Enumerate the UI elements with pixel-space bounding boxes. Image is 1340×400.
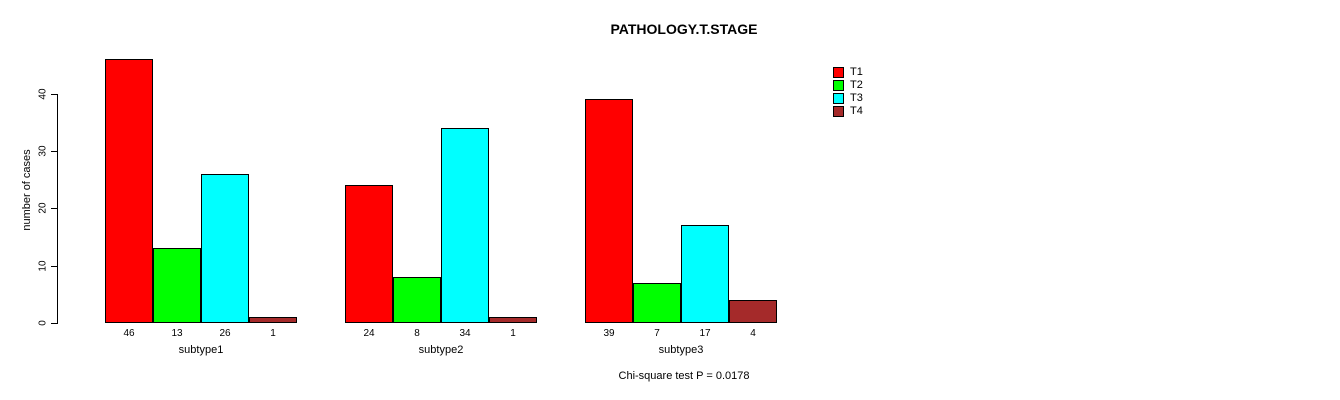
bar-value-label: 46 — [123, 328, 135, 339]
chi-square-annotation: Chi-square test P = 0.0178 — [618, 370, 750, 382]
category-label-subtype3: subtype3 — [658, 344, 704, 356]
legend-item-T4: T4 — [833, 105, 863, 118]
bar-value-label: 1 — [510, 328, 516, 339]
bar-T1-subtype2 — [345, 185, 393, 323]
legend-swatch-icon — [833, 93, 844, 104]
y-tick — [51, 323, 57, 324]
bar-value-label: 34 — [459, 328, 471, 339]
legend-item-T1: T1 — [833, 66, 863, 79]
y-axis-line — [57, 93, 58, 324]
bar-T3-subtype2 — [441, 128, 489, 323]
legend: T1 T2 T3 T4 — [833, 66, 863, 118]
legend-swatch-icon — [833, 67, 844, 78]
y-tick-label: 30 — [37, 145, 49, 157]
legend-item-T2: T2 — [833, 79, 863, 92]
bar-T4-subtype1 — [249, 317, 297, 323]
legend-swatch-icon — [833, 106, 844, 117]
bar-value-label: 4 — [750, 328, 756, 339]
bar-T4-subtype3 — [729, 300, 777, 323]
bar-T1-subtype1 — [105, 59, 153, 323]
legend-label: T4 — [850, 105, 863, 117]
bar-value-label: 39 — [603, 328, 615, 339]
bar-value-label: 17 — [699, 328, 711, 339]
bar-T3-subtype3 — [681, 225, 729, 323]
legend-label: T2 — [850, 79, 863, 91]
y-tick — [51, 265, 57, 267]
legend-label: T1 — [850, 66, 863, 78]
y-axis-label: number of cases — [21, 149, 33, 231]
bar-value-label: 24 — [363, 328, 375, 339]
y-tick-label: 40 — [37, 87, 49, 100]
y-tick-label: 20 — [37, 202, 49, 214]
bar-T2-subtype2 — [393, 277, 441, 323]
bar-value-label: 26 — [219, 328, 231, 339]
bar-value-label: 13 — [171, 328, 183, 339]
bar-value-label: 1 — [270, 328, 276, 339]
bar-T2-subtype1 — [153, 248, 201, 323]
category-label-subtype1: subtype1 — [178, 344, 224, 356]
y-tick — [51, 208, 57, 210]
bar-value-label: 7 — [654, 328, 660, 339]
y-tick — [51, 93, 57, 95]
legend-swatch-icon — [833, 80, 844, 91]
chart-title: PATHOLOGY.T.STAGE — [610, 21, 758, 37]
y-tick-label: 0 — [37, 320, 49, 326]
bar-T1-subtype3 — [585, 99, 633, 323]
bar-T2-subtype3 — [633, 283, 681, 323]
legend-label: T3 — [850, 92, 863, 104]
bar-value-label: 8 — [414, 328, 420, 339]
bar-T4-subtype2 — [489, 317, 537, 323]
category-label-subtype2: subtype2 — [418, 344, 464, 356]
y-tick-label: 10 — [37, 260, 49, 272]
y-tick — [51, 150, 57, 152]
bar-T3-subtype1 — [201, 174, 249, 323]
legend-item-T3: T3 — [833, 92, 863, 105]
